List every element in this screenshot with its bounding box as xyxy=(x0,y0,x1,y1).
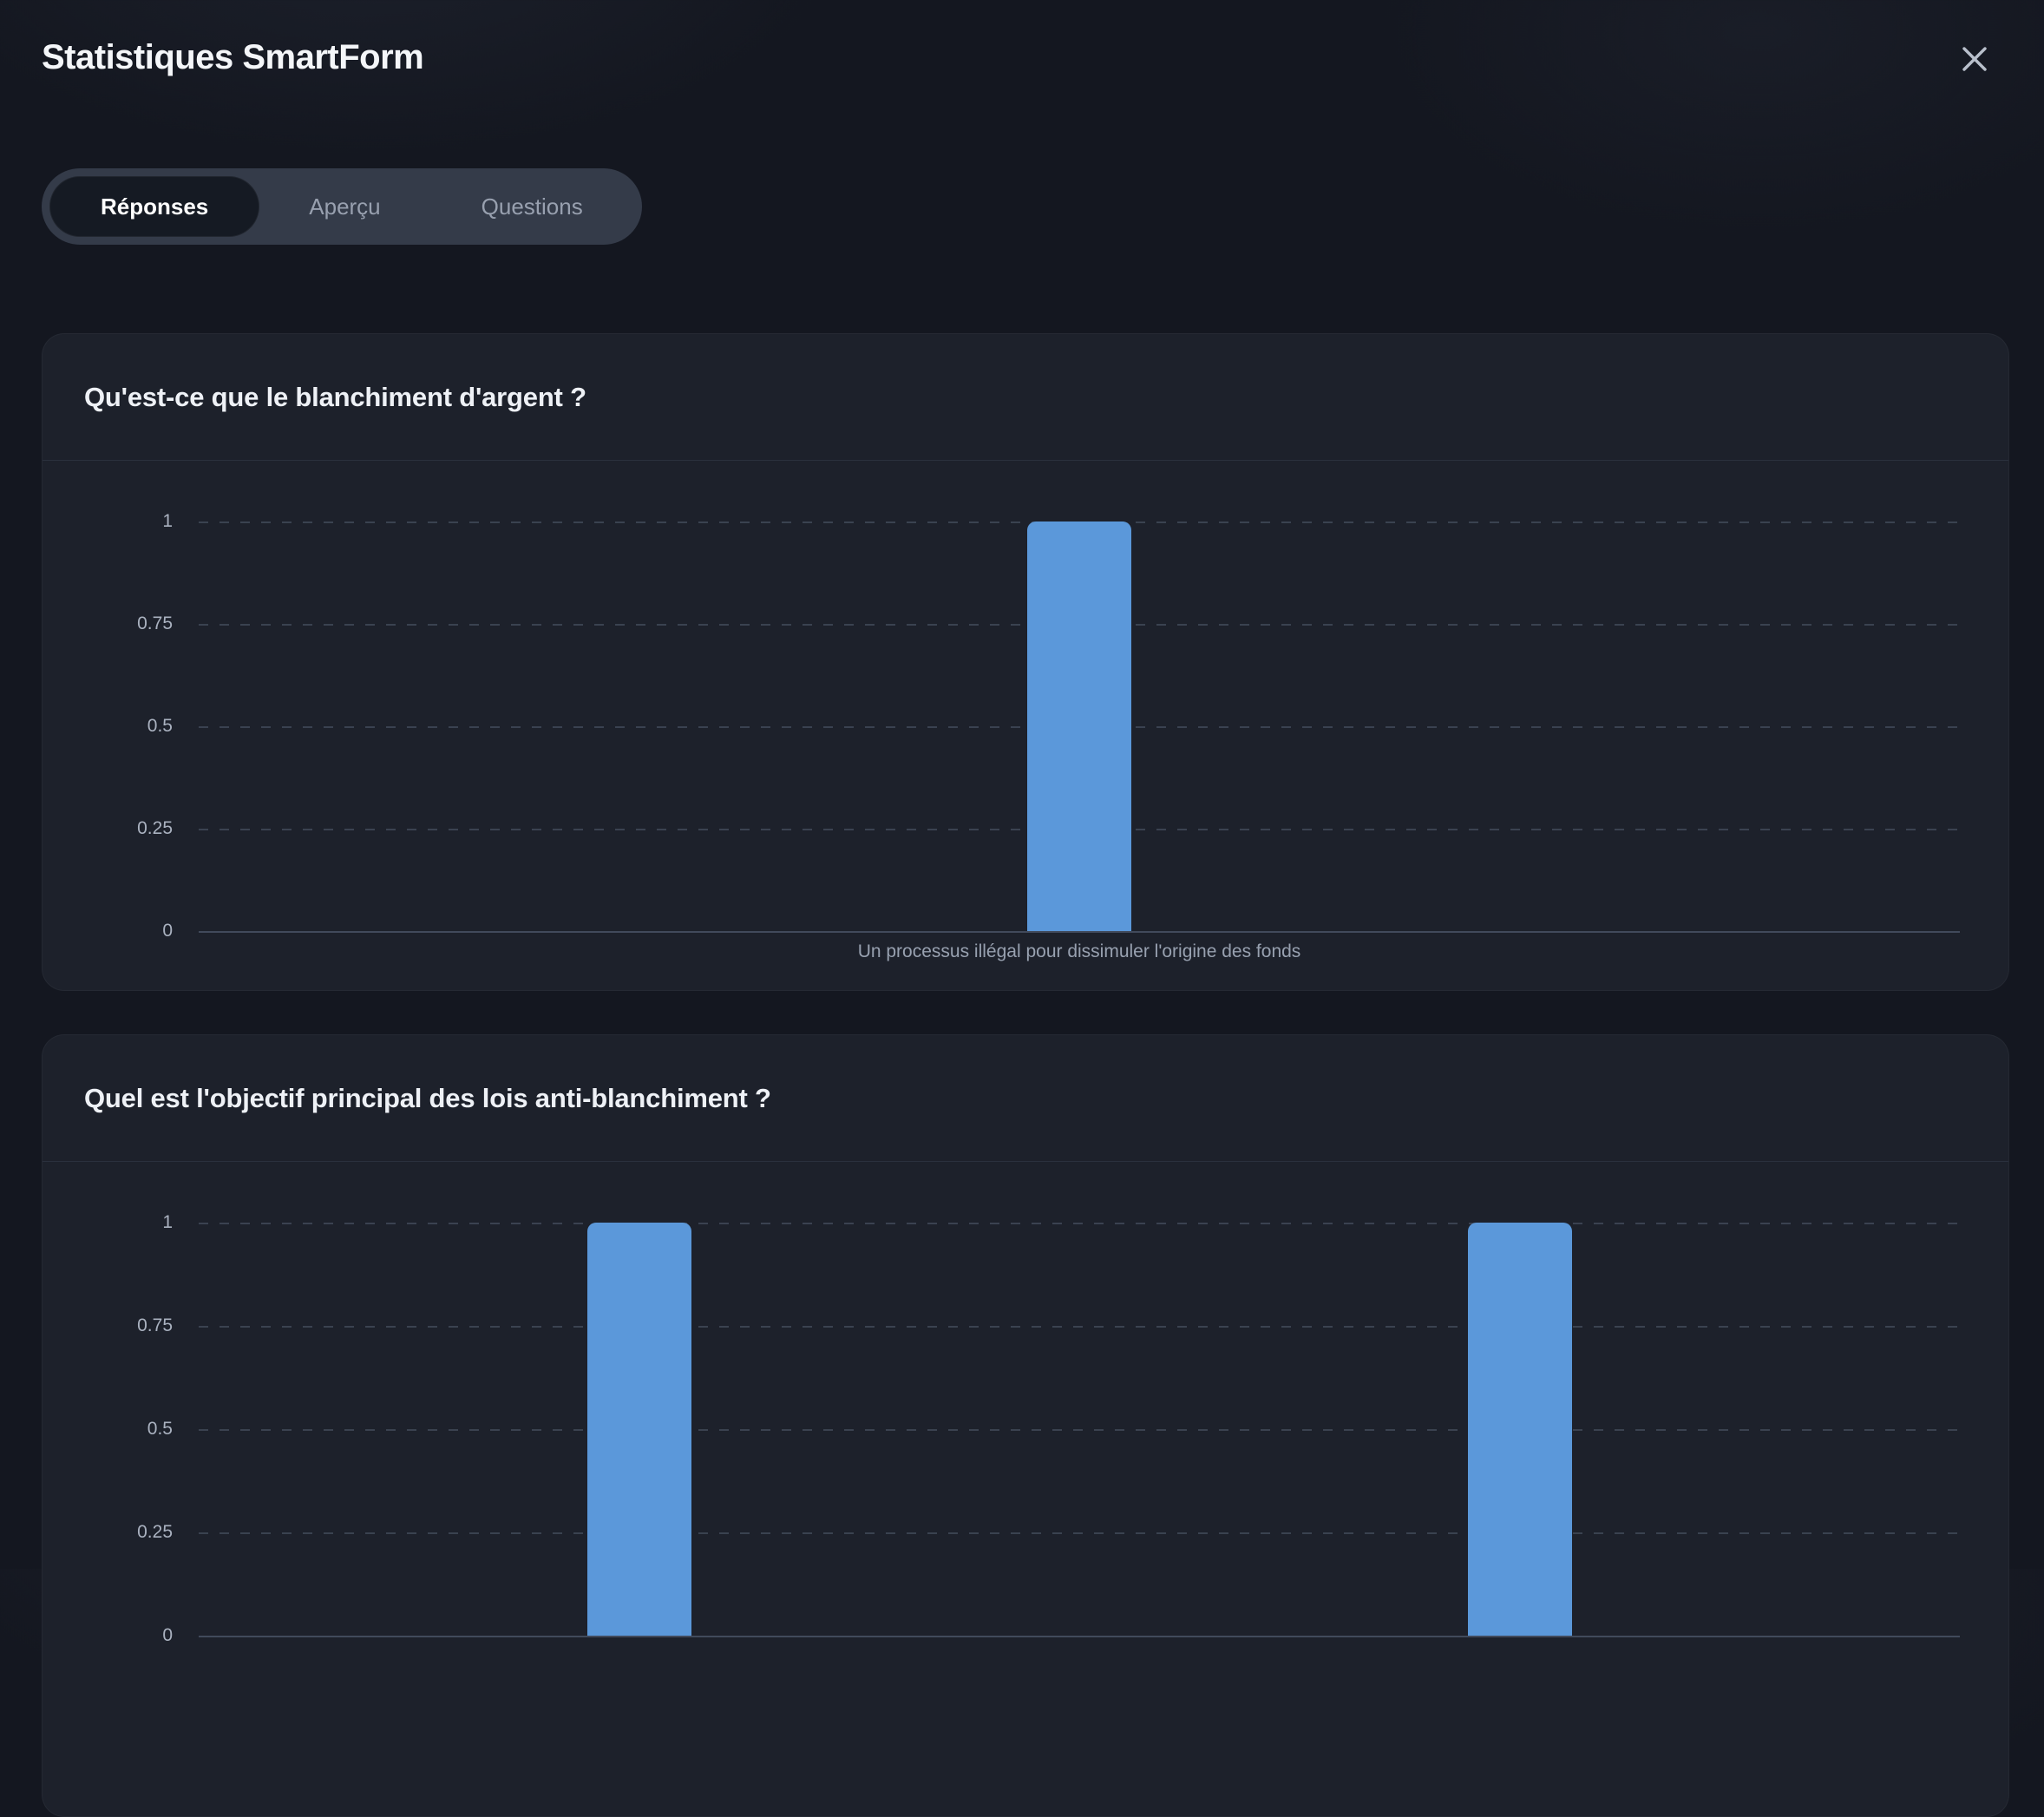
question-card-2-header: Quel est l'objectif principal des lois a… xyxy=(43,1035,2008,1162)
question-title: Qu'est-ce que le blanchiment d'argent ? xyxy=(84,381,586,412)
bar xyxy=(586,1223,691,1636)
question-card-1: Qu'est-ce que le blanchiment d'argent ? … xyxy=(42,333,2009,991)
gridline xyxy=(199,1223,1960,1224)
close-button[interactable] xyxy=(1950,35,1999,83)
y-tick-label: 1 xyxy=(162,1212,173,1232)
question-card-2: Quel est l'objectif principal des lois a… xyxy=(42,1034,2009,1817)
close-icon xyxy=(1959,43,1990,75)
y-tick-label: 0.5 xyxy=(147,1419,173,1439)
tab-reponses[interactable]: Réponses xyxy=(50,177,259,236)
x-axis-line xyxy=(199,931,1960,933)
y-axis: 1 0.75 0.5 0.25 0 xyxy=(43,511,173,941)
gridline xyxy=(199,1429,1960,1431)
tab-apercu[interactable]: Aperçu xyxy=(259,177,430,236)
y-tick-label: 0.25 xyxy=(137,1522,173,1542)
tab-questions[interactable]: Questions xyxy=(431,177,633,236)
y-tick-label: 1 xyxy=(162,511,173,531)
gridline xyxy=(199,1532,1960,1534)
bar xyxy=(1027,521,1131,931)
y-tick-label: 0 xyxy=(162,1625,173,1645)
bar-chart-2: 1 0.75 0.5 0.25 0 xyxy=(137,1212,1960,1645)
bar-chart-2-xlabels xyxy=(199,1636,1960,1674)
bar xyxy=(1467,1223,1572,1636)
question-title: Quel est l'objectif principal des lois a… xyxy=(84,1082,771,1113)
tab-bar: Réponses Aperçu Questions xyxy=(42,168,642,245)
y-tick-label: 0.75 xyxy=(137,613,173,633)
gridline xyxy=(199,1326,1960,1328)
question-card-1-header: Qu'est-ce que le blanchiment d'argent ? xyxy=(43,334,2008,461)
bar-chart-1: 1 0.75 0.5 0.25 0 xyxy=(137,511,1960,941)
bar-chart-1-xlabels: Un processus illégal pour dissimuler l'o… xyxy=(199,931,1960,969)
x-category-label: Un processus illégal pour dissimuler l'o… xyxy=(857,941,1301,961)
y-tick-label: 0.75 xyxy=(137,1315,173,1335)
y-tick-label: 0.5 xyxy=(147,716,173,736)
page-title: Statistiques SmartForm xyxy=(42,38,424,76)
y-tick-label: 0.25 xyxy=(137,818,173,838)
y-axis: 1 0.75 0.5 0.25 0 xyxy=(43,1212,173,1645)
y-tick-label: 0 xyxy=(162,921,173,941)
